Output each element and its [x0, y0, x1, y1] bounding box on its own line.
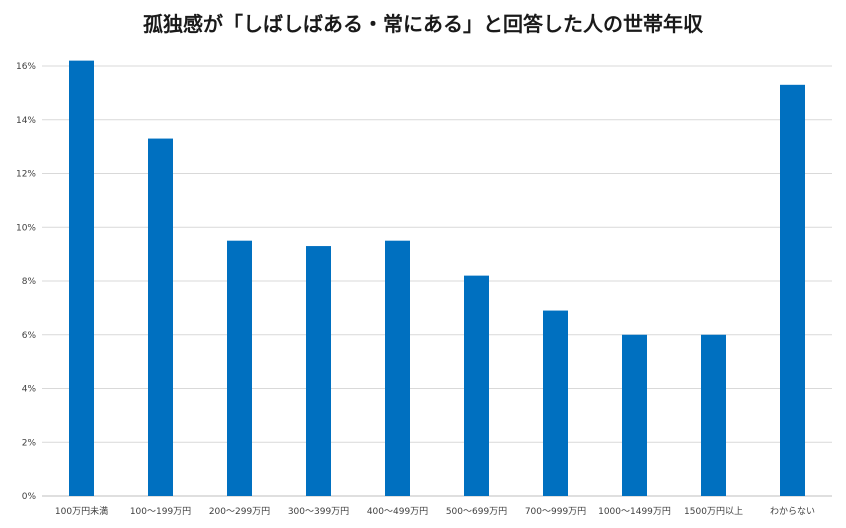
x-tick-label: 100～199万円	[130, 506, 191, 517]
x-axis-ticks: 100万円未満 100～199万円 200～299万円 300～399万円 400～49…	[55, 505, 815, 517]
y-tick-label: 16%	[16, 62, 36, 72]
x-tick-label: 1000～1499万円	[598, 506, 671, 517]
bar	[385, 240, 410, 496]
y-tick-label: 12%	[16, 170, 36, 180]
bars	[69, 60, 805, 496]
bar	[543, 310, 568, 496]
bar	[148, 138, 173, 496]
x-tick-label: 200～299万円	[209, 506, 270, 517]
x-tick-label: 500～699万円	[446, 506, 507, 517]
y-tick-label: 8%	[22, 277, 37, 287]
gridlines	[42, 65, 832, 497]
y-tick-label: 0%	[22, 492, 37, 502]
y-tick-label: 2%	[22, 438, 37, 448]
bar	[464, 275, 489, 496]
x-tick-label: 300～399万円	[288, 506, 349, 517]
y-tick-label: 14%	[16, 116, 36, 126]
x-tick-label: 700～999万円	[525, 506, 586, 517]
x-tick-label: わからない	[770, 506, 815, 517]
x-tick-label: 100万円未満	[55, 505, 108, 517]
bar	[701, 334, 726, 496]
chart-title: 孤独感が「しばしばある・常にある」と回答した人の世帯年収	[143, 12, 703, 36]
bar	[227, 240, 252, 496]
x-tick-label: 400～499万円	[367, 506, 428, 517]
y-tick-label: 4%	[22, 385, 37, 395]
y-tick-label: 10%	[16, 223, 36, 233]
y-axis-ticks: 0% 2% 4% 6% 8% 10% 12% 14% 16%	[16, 62, 36, 502]
bar	[306, 246, 331, 496]
bar	[69, 60, 94, 496]
y-tick-label: 6%	[22, 331, 37, 341]
bar	[622, 334, 647, 496]
x-tick-label: 1500万円以上	[684, 506, 743, 517]
bar	[780, 84, 805, 496]
